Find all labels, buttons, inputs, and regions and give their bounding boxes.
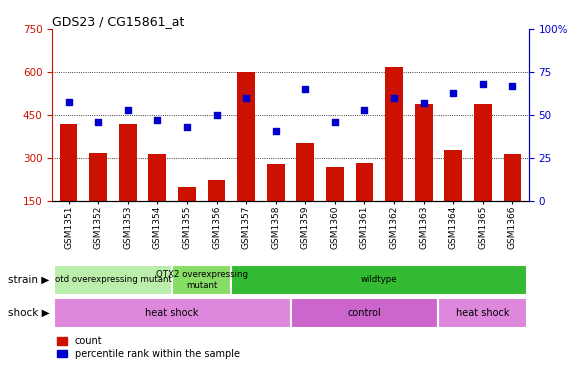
- Bar: [504, 154, 521, 201]
- Bar: [54, 265, 172, 295]
- Point: [271, 128, 281, 134]
- Bar: [207, 180, 225, 201]
- Point: [153, 117, 162, 123]
- Bar: [231, 265, 527, 295]
- Bar: [119, 124, 137, 201]
- Bar: [356, 163, 374, 201]
- Bar: [54, 298, 290, 328]
- Bar: [290, 298, 439, 328]
- Text: heat shock: heat shock: [145, 308, 199, 318]
- Point: [508, 83, 517, 89]
- Point: [64, 98, 73, 104]
- Legend: count, percentile rank within the sample: count, percentile rank within the sample: [57, 336, 239, 359]
- Bar: [89, 153, 107, 201]
- Point: [360, 107, 369, 113]
- Bar: [172, 265, 231, 295]
- Point: [94, 119, 103, 125]
- Bar: [149, 154, 166, 201]
- Bar: [415, 104, 432, 201]
- Bar: [474, 104, 492, 201]
- Point: [478, 81, 487, 87]
- Bar: [444, 150, 462, 201]
- Bar: [60, 124, 77, 201]
- Bar: [385, 67, 403, 201]
- Bar: [326, 167, 344, 201]
- Point: [419, 100, 428, 106]
- Point: [212, 112, 221, 118]
- Bar: [296, 142, 314, 201]
- Text: shock ▶: shock ▶: [8, 308, 49, 318]
- Point: [389, 95, 399, 101]
- Point: [123, 107, 132, 113]
- Bar: [178, 187, 196, 201]
- Point: [330, 119, 339, 125]
- Bar: [439, 298, 527, 328]
- Point: [182, 124, 192, 130]
- Text: otd overexpressing mutant: otd overexpressing mutant: [55, 276, 171, 284]
- Text: strain ▶: strain ▶: [8, 275, 49, 285]
- Point: [300, 86, 310, 92]
- Bar: [267, 164, 285, 201]
- Point: [449, 90, 458, 96]
- Text: control: control: [347, 308, 381, 318]
- Point: [242, 95, 251, 101]
- Text: wildtype: wildtype: [361, 276, 397, 284]
- Text: heat shock: heat shock: [456, 308, 510, 318]
- Text: GDS23 / CG15861_at: GDS23 / CG15861_at: [52, 15, 185, 28]
- Text: OTX2 overexpressing
mutant: OTX2 overexpressing mutant: [156, 270, 248, 290]
- Bar: [237, 72, 255, 201]
